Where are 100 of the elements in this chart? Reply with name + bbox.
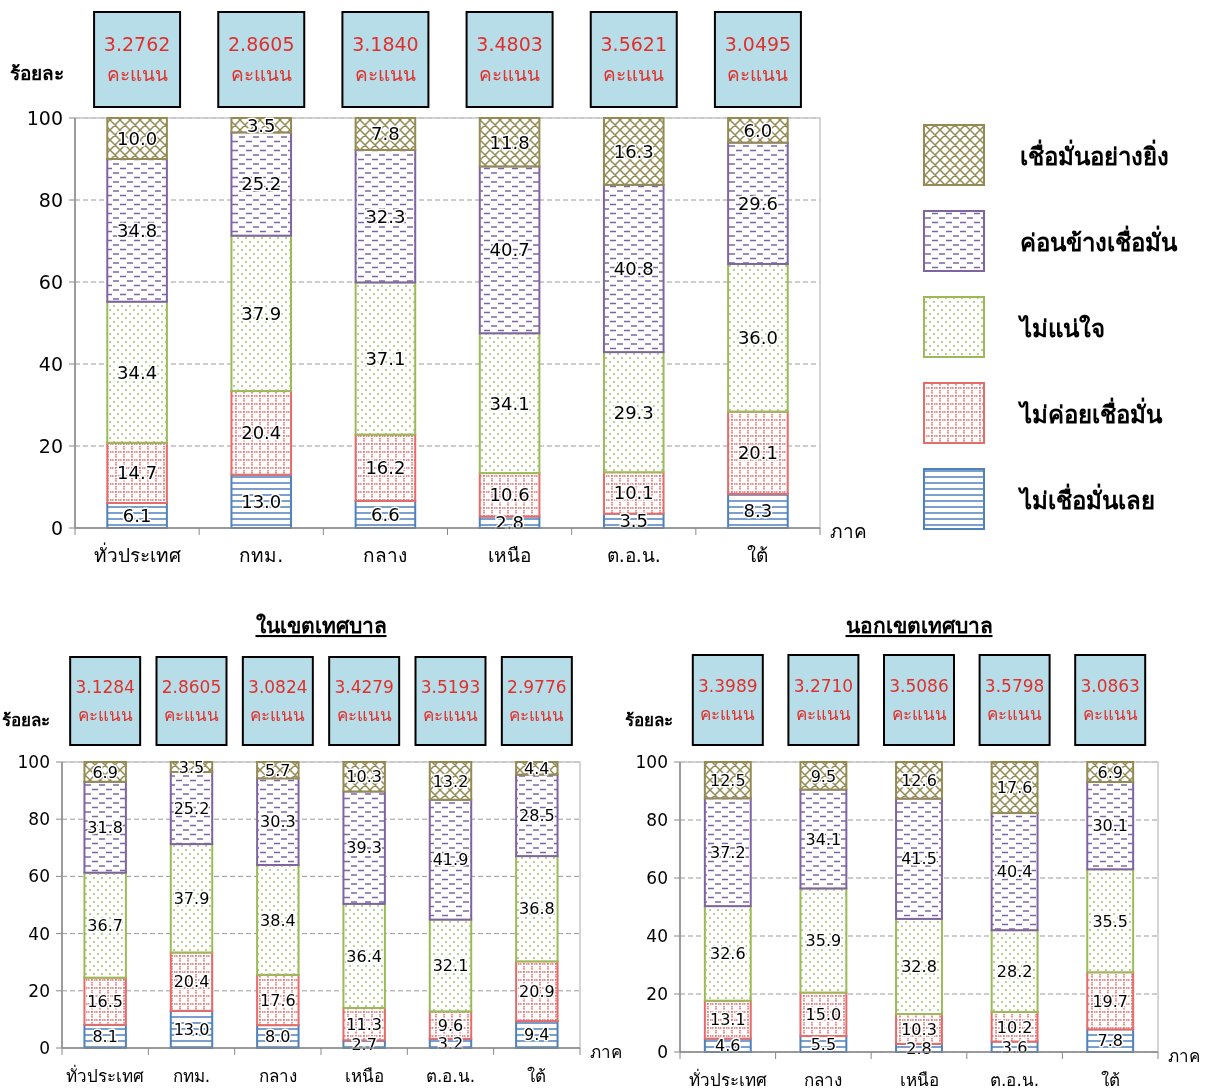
data-label: 3.5 [619,510,649,532]
x-axis-title: ภาค [1168,1046,1200,1066]
data-label: 14.7 [117,462,158,484]
y-tick-label: 20 [28,980,50,1001]
data-label: 36.8 [519,899,555,919]
x-tick-label: เหนือ [488,544,532,566]
data-label: 9.4 [524,1025,550,1045]
data-label: 31.8 [87,817,123,837]
x-tick-label: ใต้ [527,1066,547,1086]
bar [602,351,665,474]
y-tick-label: 40 [28,923,50,944]
x-tick-label: ต.อ.น. [425,1066,476,1086]
y-tick-label: 0 [39,1037,50,1058]
data-label: 34.1 [489,392,530,414]
y-axis-title: ร้อยละ [625,710,673,730]
data-label: 13.0 [241,490,282,512]
data-label: 4.6 [715,1036,741,1056]
data-label: 41.9 [432,850,469,870]
data-label: 5.7 [265,760,291,780]
legend-item: ไม่เชื่อมั่นเลย [923,468,1155,530]
data-label: 3.5 [178,757,205,777]
x-axis-title: ภาค [830,520,867,542]
text: 3.5193 คะแนน [420,677,481,725]
data-label: 39.3 [346,838,382,858]
data-label: 37.1 [365,347,406,369]
data-label: 9.5 [810,766,837,786]
data-label: 10.3 [901,1019,937,1039]
data-label: 36.4 [346,946,382,966]
x-tick-label: ต.อ.น. [989,1070,1040,1088]
data-label: 3.2 [437,1034,464,1054]
text: 3.5621 คะแนน [600,32,667,86]
x-axis-title: ภาค [590,1042,622,1062]
bar [478,332,541,475]
data-label: 2.8 [495,511,524,533]
data-label: 7.8 [371,123,400,145]
bar [990,812,1039,932]
data-label: 6.6 [371,503,400,525]
data-label: 3.6 [1001,1037,1028,1057]
data-label: 11.8 [489,131,530,153]
data-label: 6.0 [743,119,773,141]
data-label: 36.0 [737,327,778,349]
y-tick-label: 40 [646,925,668,946]
data-label: 34.8 [117,219,158,241]
data-label: 2.8 [906,1038,932,1058]
bar [256,863,300,976]
bar [602,183,665,354]
data-label: 20.4 [241,422,282,444]
legend-item: ค่อนข้างเชื่อมั่น [923,210,1177,272]
y-tick-label: 0 [657,1041,668,1062]
bar [106,158,168,303]
y-tick-label: 60 [28,866,50,887]
legend-item: ไม่ค่อยเชื่อมั่น [923,382,1162,444]
data-label: 16.5 [87,992,123,1011]
x-tick-label: กลาง [258,1066,297,1086]
x-tick-label: เหนือ [899,1070,939,1088]
text: 3.1284 คะแนน [75,677,135,725]
text: 3.3989 คะแนน [698,676,758,724]
bar [354,148,417,284]
chart-title: ในเขตเทศบาล [255,613,387,638]
data-label: 17.6 [996,778,1033,798]
bar [83,871,127,979]
bar [799,887,848,994]
x-tick-label: กทม. [172,1066,211,1086]
y-tick-label: 0 [50,516,63,539]
y-tick-label: 100 [17,751,50,772]
data-label: 4.4 [524,759,550,779]
data-label: 32.6 [709,944,746,964]
data-label: 28.5 [519,806,555,826]
data-label: 19.7 [1092,991,1129,1011]
y-tick-label: 60 [38,270,63,293]
y-tick-label: 80 [28,809,50,830]
bar [703,797,752,908]
data-label: 12.6 [901,771,937,791]
bar [727,141,789,265]
data-label: 10.6 [489,484,530,506]
data-label: 16.3 [613,140,654,162]
bar [478,165,541,335]
data-label: 32.1 [432,956,469,976]
data-label: 9.6 [437,1015,464,1035]
data-label: 15.0 [805,1005,842,1025]
text: 3.4803 คะแนน [476,32,543,86]
legend-item: ไม่แน่ใจ [923,296,1105,358]
chart-title: นอกเขตเทศบาล [845,614,993,638]
data-label: 29.6 [737,192,778,214]
bar [230,131,293,237]
text: 2.8605 คะแนน [228,32,295,86]
data-label: 34.1 [805,829,842,849]
x-tick-label: ทั่วประเทศ [688,1068,767,1088]
data-label: 37.9 [241,302,282,324]
x-tick-label: กลาง [804,1070,843,1088]
y-tick-label: 20 [38,434,63,457]
y-axis-title: ร้อยละ [2,710,50,730]
data-label: 17.6 [260,990,296,1010]
text: 3.4279 คะแนน [334,677,394,725]
y-axis-title: ร้อยละ [10,62,64,84]
data-label: 13.1 [709,1010,746,1030]
data-label: 35.9 [805,931,842,951]
bar [895,797,943,920]
text: 3.0824 คะแนน [248,677,308,725]
data-label: 12.5 [709,770,746,790]
